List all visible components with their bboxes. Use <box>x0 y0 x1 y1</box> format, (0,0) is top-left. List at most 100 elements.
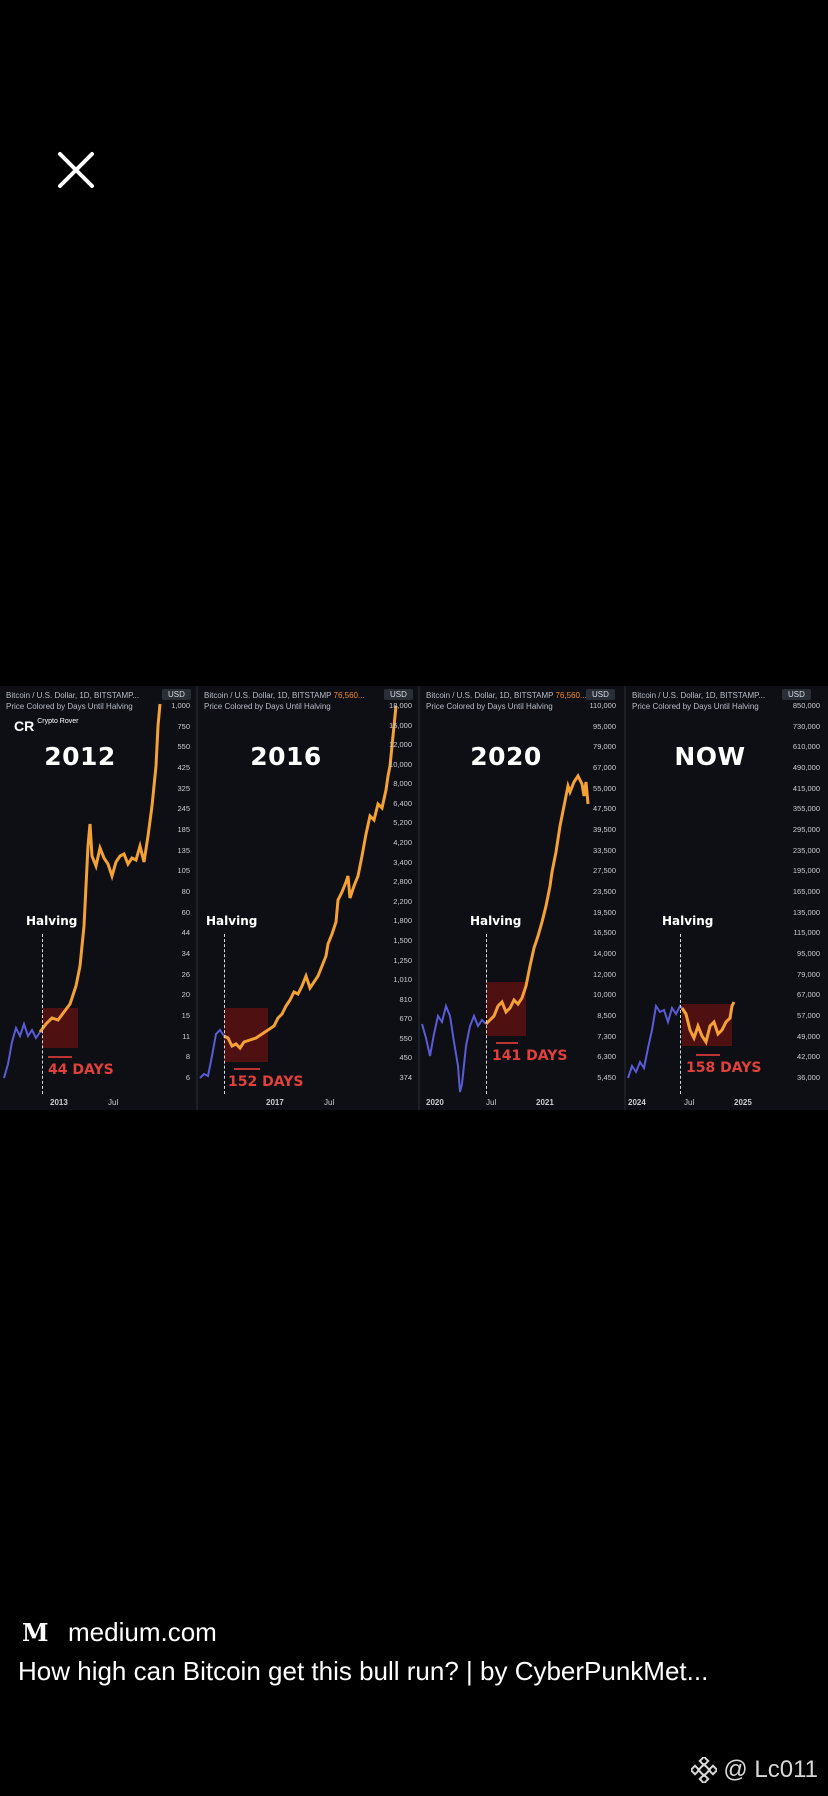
y-tick-label: 6,300 <box>597 1052 616 1062</box>
y-tick-label: 47,500 <box>593 804 616 814</box>
price-chart <box>627 1001 736 1079</box>
binance-icon <box>691 1757 718 1783</box>
y-tick-label: 7,300 <box>597 1031 616 1041</box>
y-tick-label: 195,000 <box>792 866 820 876</box>
chart-image[interactable]: Bitcoin / U.S. Dollar, 1D, BITSTAMP... P… <box>0 686 828 1110</box>
y-tick-label: 165,000 <box>792 887 820 896</box>
y-tick-label: 2,800 <box>393 877 412 887</box>
x-axis-label: Jul <box>108 1098 119 1107</box>
y-tick-label: 12,000 <box>593 969 616 979</box>
panel-2020: Bitcoin / U.S. Dollar, 1D, BITSTAMP 76,5… <box>420 686 626 1110</box>
days-label: 141 DAYS <box>492 1048 568 1064</box>
y-tick-label: 16,500 <box>593 928 616 938</box>
days-label: 44 DAYS <box>48 1062 114 1078</box>
price-line-pre <box>3 1020 41 1079</box>
watermark-text: @ Lc011 <box>723 1756 818 1783</box>
highlight-box <box>42 1008 78 1048</box>
close-icon <box>58 152 94 188</box>
y-tick-label: 115,000 <box>793 928 820 938</box>
halving-line <box>224 934 225 1094</box>
halving-label: Halving <box>470 914 522 928</box>
y-tick-label: 8,500 <box>597 1011 616 1020</box>
x-axis-label: 2021 <box>536 1098 554 1107</box>
y-tick-label: 1,000 <box>171 701 190 710</box>
y-tick-label: 8,000 <box>393 779 412 789</box>
y-tick-label: 135,000 <box>792 907 820 917</box>
y-tick-label: 57,000 <box>797 1011 820 1020</box>
y-tick-label: 1,500 <box>393 935 412 945</box>
y-tick-label: 110,000 <box>589 701 616 710</box>
panel-header: Bitcoin / U.S. Dollar, 1D, BITSTAMP... P… <box>632 691 766 711</box>
y-tick-label: 10,000 <box>389 759 412 769</box>
y-tick-label: 33,500 <box>593 845 616 855</box>
y-tick-label: 60 <box>181 907 190 917</box>
y-tick-label: 670 <box>399 1014 412 1024</box>
y-tick-label: 235,000 <box>792 845 820 855</box>
y-tick-label: 6 <box>185 1073 190 1082</box>
y-tick-label: 730,000 <box>792 721 820 731</box>
x-axis-label: 2020 <box>426 1098 444 1107</box>
y-tick-label: 79,000 <box>593 742 616 752</box>
panel-header: Bitcoin / U.S. Dollar, 1D, BITSTAMP 76,5… <box>426 691 587 711</box>
price-chart <box>3 703 162 1079</box>
y-tick-label: 55,000 <box>593 783 616 793</box>
y-tick-label: 44 <box>181 928 190 938</box>
y-tick-label: 1,010 <box>393 975 412 985</box>
y-tick-label: 105 <box>177 866 190 876</box>
y-tick-label: 2,200 <box>393 896 412 906</box>
article-title[interactable]: How high can Bitcoin get this bull run? … <box>18 1656 709 1686</box>
price-line <box>680 1001 736 1046</box>
y-tick-label: 245 <box>177 804 190 814</box>
y-tick-label: 20 <box>181 990 190 1000</box>
y-tick-label: 550 <box>399 1033 412 1043</box>
y-tick-label: 27,500 <box>593 866 616 876</box>
price-line-pre <box>199 1028 225 1079</box>
y-tick-label: 39,500 <box>593 825 616 834</box>
y-tick-label: 1,250 <box>393 955 412 965</box>
y-tick-label: 36,000 <box>797 1073 820 1082</box>
halving-label: Halving <box>662 914 714 928</box>
year-label: NOW <box>674 742 746 771</box>
y-tick-label: 15 <box>181 1011 190 1020</box>
y-tick-label: 295,000 <box>792 825 820 834</box>
duration-arrow <box>48 1056 72 1058</box>
y-tick-label: 26 <box>181 969 190 979</box>
y-tick-label: 4,200 <box>393 838 412 848</box>
panel-now: Bitcoin / U.S. Dollar, 1D, BITSTAMP... P… <box>626 686 828 1110</box>
y-tick-label: 18,000 <box>389 701 412 710</box>
y-tick-label: 34 <box>181 949 190 958</box>
y-tick-label: 42,000 <box>797 1052 820 1062</box>
x-axis-label: 2025 <box>734 1098 752 1107</box>
panel-2016: Bitcoin / U.S. Dollar, 1D, BITSTAMP 76,5… <box>198 686 420 1110</box>
y-tick-label: 355,000 <box>792 804 820 814</box>
halving-label: Halving <box>26 914 78 928</box>
price-chart <box>421 773 590 1093</box>
panel-header: Bitcoin / U.S. Dollar, 1D, BITSTAMP 76,5… <box>204 691 365 711</box>
y-tick-label: 185 <box>177 825 190 834</box>
halving-line <box>42 934 43 1094</box>
y-tick-label: 15,000 <box>389 720 412 730</box>
y-tick-label: 14,000 <box>593 949 616 958</box>
crypto-rover-logo: CR Crypto Rover <box>14 718 79 734</box>
y-tick-label: 11 <box>182 1031 190 1041</box>
source-row[interactable]: M medium.com <box>22 1616 217 1648</box>
x-axis-label: 2017 <box>266 1098 284 1107</box>
close-button[interactable] <box>56 150 96 190</box>
y-tick-label: 750 <box>177 721 190 731</box>
x-axis-label: 2024 <box>628 1098 646 1107</box>
currency-badge: USD <box>782 689 811 700</box>
x-axis-label: Jul <box>324 1098 335 1107</box>
price-line-pre <box>421 1002 487 1093</box>
y-tick-label: 810 <box>399 994 412 1004</box>
y-tick-label: 19,500 <box>593 907 616 917</box>
days-label: 152 DAYS <box>228 1074 304 1090</box>
y-tick-label: 610,000 <box>792 742 820 752</box>
price-line-pre <box>627 1003 683 1079</box>
y-tick-label: 6,400 <box>393 798 412 808</box>
halving-label: Halving <box>206 914 258 928</box>
y-tick-label: 425 <box>177 763 190 772</box>
year-label: 2016 <box>250 742 322 771</box>
y-tick-label: 5,200 <box>393 818 412 828</box>
halving-line <box>680 934 681 1094</box>
duration-arrow <box>496 1042 518 1044</box>
